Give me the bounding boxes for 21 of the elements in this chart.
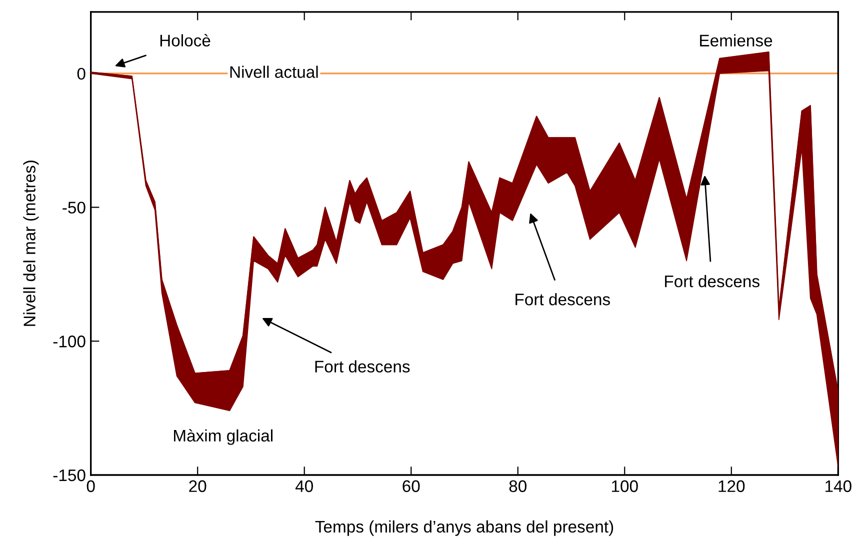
annotation: Màxim glacial — [174, 429, 272, 445]
x-tick-label: 0 — [86, 480, 95, 492]
x-tick-label: 120 — [718, 480, 745, 492]
annotation: Holocè — [160, 34, 210, 46]
x-tick-label: 100 — [612, 480, 638, 492]
y-axis-title: Nivell del mar (metres) — [23, 160, 39, 326]
x-axis-title: Temps (milers d’anys abans del present) — [315, 520, 614, 536]
x-tick-label: 40 — [295, 480, 313, 492]
ref-line-label: Nivell actual — [230, 66, 318, 78]
x-tick-label: 80 — [509, 480, 526, 492]
x-tick-label: 60 — [402, 480, 420, 492]
y-tick-label: -50 — [62, 202, 86, 214]
y-tick-label: -100 — [53, 336, 86, 348]
x-tick-label: 20 — [189, 480, 206, 492]
annotation: Eemiense — [700, 34, 772, 46]
annotation: Fort descens — [315, 360, 410, 372]
y-tick-label: 0 — [77, 68, 86, 80]
annotation: Fort descens — [516, 293, 610, 306]
annotation: Fort descens — [665, 275, 760, 288]
y-tick-label: -150 — [53, 469, 86, 482]
x-tick-label: 140 — [826, 480, 852, 492]
